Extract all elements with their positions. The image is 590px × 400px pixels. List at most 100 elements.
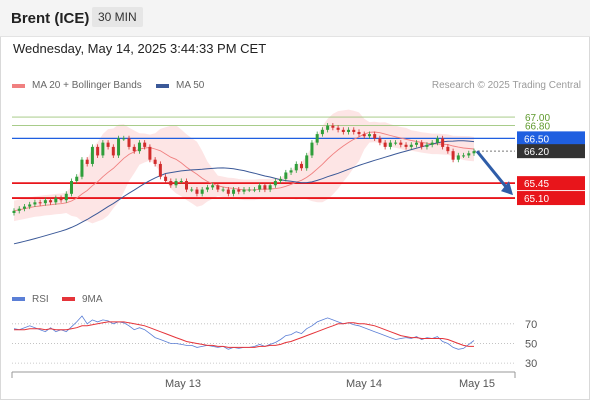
candle-body — [221, 189, 225, 191]
candle-body — [101, 142, 105, 156]
ma9-legend-label: 9MA — [82, 294, 103, 305]
candle-body — [148, 146, 152, 160]
candle-body — [226, 189, 230, 194]
level-label-66.20: 66.20 — [524, 147, 549, 158]
candle-body — [467, 153, 471, 156]
candle-body — [158, 163, 162, 177]
candle-body — [357, 131, 361, 135]
candle-body — [169, 181, 173, 186]
x-tick-label-2: May 15 — [459, 378, 495, 390]
candle-body — [85, 159, 89, 164]
level-tag-65.10 — [517, 191, 585, 206]
level-label-65.10: 65.10 — [524, 194, 549, 205]
candle-body — [49, 200, 53, 203]
level-tag-66.50 — [517, 131, 585, 146]
candle-body — [164, 176, 168, 181]
candle-body — [252, 189, 256, 191]
level-label-66.50: 66.50 — [524, 134, 549, 145]
timeframe-badge[interactable]: 30 MIN — [92, 7, 143, 27]
legend-ma50-label: MA 50 — [176, 80, 205, 91]
candle-body — [279, 178, 283, 181]
candle-body — [111, 146, 115, 156]
candle-body — [456, 155, 460, 160]
candle-body — [320, 129, 324, 135]
candle-body — [367, 134, 371, 137]
candle-body — [300, 163, 303, 169]
candle-body — [331, 125, 335, 128]
candle-body — [28, 204, 32, 207]
x-tick-label-0: May 13 — [165, 378, 201, 390]
candle-body — [153, 159, 157, 164]
candle-body — [70, 181, 73, 194]
candle-body — [347, 129, 351, 132]
candle-body — [273, 181, 277, 186]
candle-body — [263, 185, 267, 190]
candle-body — [258, 185, 262, 190]
candle-body — [75, 176, 79, 181]
candle-body — [22, 206, 26, 209]
legend-ma20-label: MA 20 + Bollinger Bands — [32, 80, 142, 91]
candle-body — [441, 138, 445, 147]
research-credit: Research © 2025 Trading Central — [431, 80, 581, 91]
candle-body — [462, 155, 466, 157]
candle-body — [38, 202, 42, 204]
level-label-65.45: 65.45 — [524, 179, 549, 190]
candle-body — [268, 185, 272, 190]
candle-body — [64, 193, 68, 201]
candle-body — [80, 159, 84, 177]
candle-body — [425, 144, 429, 147]
rsi-legend-label: RSI — [32, 294, 49, 305]
candle-body — [305, 155, 309, 169]
candle-body — [179, 181, 183, 182]
candle-body — [294, 163, 298, 171]
candle-body — [352, 129, 356, 132]
ma9-legend-swatch — [62, 297, 75, 301]
candle-body — [216, 185, 220, 190]
candle-body — [383, 142, 387, 147]
candle-body — [284, 172, 288, 179]
legend-ma20-swatch — [12, 83, 25, 88]
rsi-legend-swatch — [12, 297, 25, 301]
candle-body — [430, 142, 434, 145]
forecast-arrowhead — [501, 181, 513, 196]
candle-body — [122, 138, 126, 140]
legend-ma20: MA 20 + Bollinger Bands — [12, 80, 142, 91]
candle-body — [137, 142, 141, 152]
level-label-67.00: 67.00 — [525, 113, 550, 124]
candle-body — [200, 189, 204, 194]
level-tag-65.45 — [517, 176, 585, 191]
candle-body — [132, 146, 136, 152]
candle-body — [190, 189, 194, 191]
forecast-arrow-shaft — [475, 150, 509, 190]
candle-body — [420, 142, 424, 147]
candle-body — [59, 198, 63, 201]
datetime-label: Wednesday, May 14, 2025 3:44:33 PM CET — [13, 41, 267, 56]
candle-body — [106, 142, 110, 147]
candle-body — [315, 134, 319, 143]
rsi-line — [13, 315, 475, 350]
candle-body — [143, 142, 147, 147]
candle-body — [394, 142, 398, 144]
candle-body — [237, 189, 241, 192]
candle-body — [451, 151, 455, 160]
candle-body — [310, 142, 314, 156]
candle-body — [96, 146, 100, 156]
header-bar: Brent (ICE) 30 MIN — [0, 0, 590, 37]
candle-body — [341, 129, 345, 132]
candle-body — [388, 142, 392, 147]
candle-body — [43, 200, 47, 204]
candle-body — [446, 146, 450, 152]
x-tick-label-1: May 14 — [346, 378, 382, 390]
candle-body — [33, 202, 37, 205]
level-tag-66.20 — [517, 144, 585, 159]
rsi-tick-70: 70 — [525, 319, 537, 331]
candle-body — [174, 181, 178, 186]
candle-body — [336, 127, 340, 130]
rsi-tick-50: 50 — [525, 338, 537, 350]
candle-body — [399, 142, 403, 145]
candle-body — [17, 208, 21, 211]
candle-body — [54, 198, 58, 203]
candle-body — [435, 138, 439, 143]
candle-body — [404, 144, 408, 147]
